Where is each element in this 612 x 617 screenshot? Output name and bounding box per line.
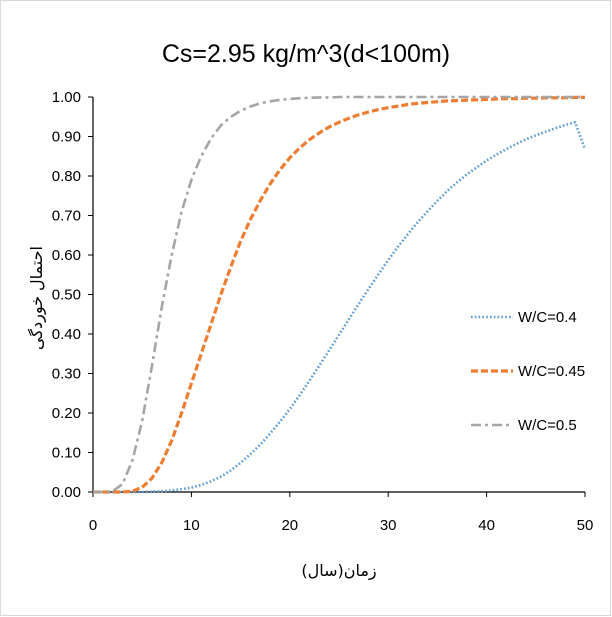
y-tick-label: 0.40	[52, 326, 81, 343]
x-tick-label: 40	[478, 517, 495, 534]
y-tick-label: 1.00	[52, 89, 81, 106]
y-tick-label: 0.50	[52, 287, 81, 304]
chart-title: Cs=2.95 kg/m^3(d<100m)	[162, 40, 450, 68]
x-tick-label: 30	[380, 517, 397, 534]
y-tick-label: 0.80	[52, 168, 81, 185]
y-tick-label: 0.70	[52, 208, 81, 225]
y-tick-label: 0.30	[52, 366, 81, 383]
x-axis-title: زمان(سال)	[301, 561, 376, 581]
y-tick-label: 0.10	[52, 445, 81, 462]
y-tick-label: 0.20	[52, 405, 81, 422]
x-tick-label: 0	[89, 517, 97, 534]
y-axis-title: احتمال خوردگی	[27, 246, 47, 350]
y-tick-label: 0.00	[52, 484, 81, 501]
x-tick-label: 50	[577, 517, 594, 534]
y-tick-label: 0.90	[52, 129, 81, 146]
legend: W/C=0.4 W/C=0.45 W/C=0.5	[471, 309, 585, 434]
legend-label: W/C=0.5	[518, 417, 577, 434]
y-tick-label: 0.60	[52, 247, 81, 264]
series-line-2	[93, 95, 585, 494]
series-line-1	[93, 121, 587, 494]
plot-area: 0.00 0.10 0.20 0.30 0.40 0.50 0.60 0.70 0.80 0.90…	[52, 89, 594, 534]
legend-label: W/C=0.45	[518, 363, 585, 380]
series-line-3	[93, 95, 585, 494]
legend-label: W/C=0.4	[518, 309, 577, 326]
x-tick-label: 10	[183, 517, 200, 534]
x-tick-label: 20	[281, 517, 298, 534]
